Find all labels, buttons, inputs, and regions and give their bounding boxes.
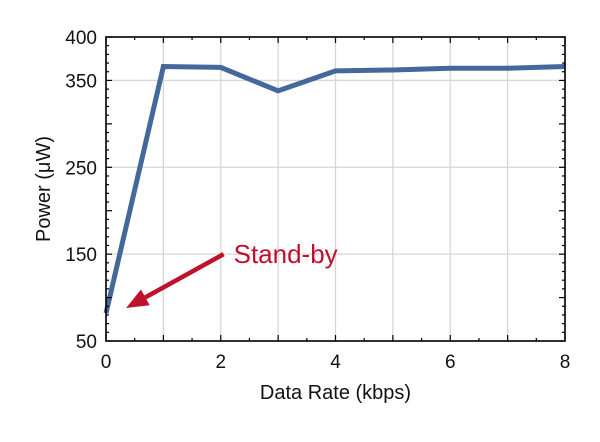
- series-line: [103, 64, 566, 314]
- x-tick-label: 4: [330, 352, 341, 373]
- series-layer: [103, 64, 566, 314]
- y-tick-label: 350: [65, 71, 97, 92]
- x-tick-label: 0: [101, 352, 112, 373]
- x-axis-label: Data Rate (kbps): [260, 382, 411, 404]
- y-tick-label: 400: [65, 28, 97, 49]
- annotation-arrow-head: [126, 289, 150, 308]
- y-tick-label: 250: [65, 158, 97, 179]
- annotation-label: Stand-by: [234, 239, 338, 269]
- tick-marks: [105, 36, 566, 342]
- annotation-layer: Stand-by: [126, 239, 338, 308]
- x-tick-label: 2: [215, 352, 226, 373]
- tick-labels: 0 2 4 6 8 50 150 250 350 400: [65, 28, 570, 373]
- y-tick-label: 150: [65, 245, 97, 266]
- annotation-arrow-shaft: [144, 252, 225, 300]
- x-tick-label: 8: [560, 352, 571, 373]
- x-tick-label: 6: [445, 352, 456, 373]
- y-axis-label: Power (μW): [33, 136, 55, 242]
- y-tick-label: 50: [76, 332, 97, 353]
- grid-lines: [105, 36, 566, 342]
